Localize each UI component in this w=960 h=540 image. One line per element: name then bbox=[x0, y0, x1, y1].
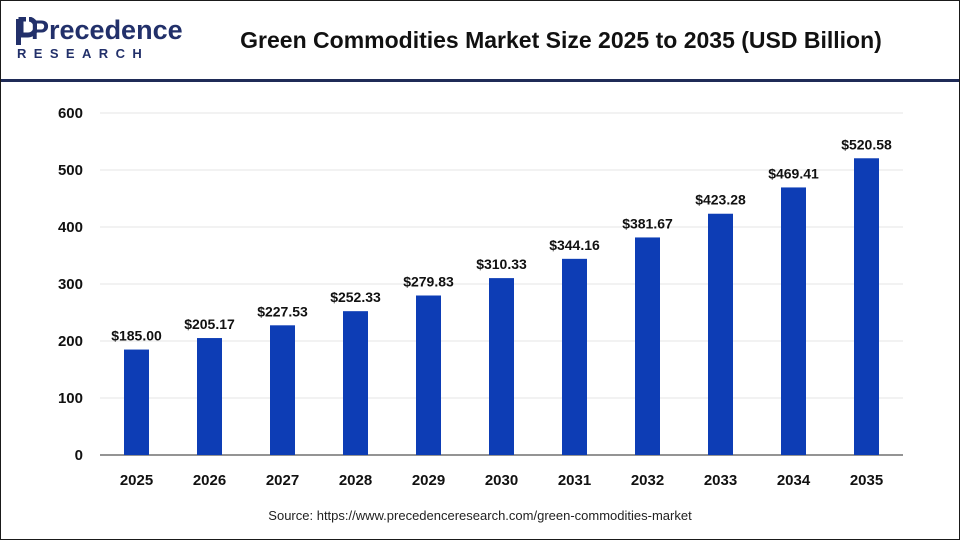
x-tick-label: 2026 bbox=[193, 472, 226, 489]
bar bbox=[270, 325, 295, 455]
data-label: $520.58 bbox=[841, 136, 892, 152]
x-tick-label: 2035 bbox=[850, 472, 883, 489]
data-label: $227.53 bbox=[257, 303, 308, 319]
bar bbox=[416, 295, 441, 455]
header-divider bbox=[1, 79, 959, 82]
data-labels: $185.00 $205.17 $227.53 $252.33 $279.83 $310.… bbox=[111, 136, 892, 343]
data-label: $344.16 bbox=[549, 237, 600, 253]
data-label: $279.83 bbox=[403, 273, 454, 289]
data-label: $205.17 bbox=[184, 316, 235, 332]
x-tick-label: 2031 bbox=[558, 472, 591, 489]
x-tick-label: 2032 bbox=[631, 472, 664, 489]
data-label: $252.33 bbox=[330, 289, 381, 305]
data-label: $469.41 bbox=[768, 165, 819, 181]
chart-title: Green Commodities Market Size 2025 to 20… bbox=[240, 27, 882, 53]
bar bbox=[562, 258, 587, 455]
x-tick-label: 2025 bbox=[120, 472, 153, 489]
bar bbox=[489, 278, 514, 455]
source-note: Source: https://www.precedenceresearch.c… bbox=[268, 508, 692, 523]
y-tick-label: 0 bbox=[75, 447, 83, 464]
bars bbox=[124, 158, 879, 456]
logo-mark-icon bbox=[16, 17, 37, 45]
y-tick-label: 500 bbox=[58, 162, 83, 179]
data-label: $310.33 bbox=[476, 256, 527, 272]
bar bbox=[343, 311, 368, 455]
data-label: $381.67 bbox=[622, 215, 673, 231]
bar bbox=[197, 338, 222, 455]
x-tick-label: 2027 bbox=[266, 472, 299, 489]
y-tick-label: 200 bbox=[58, 333, 83, 350]
header: Precedence RESEARCH Green Commodities Ma… bbox=[1, 1, 959, 79]
bar bbox=[781, 187, 806, 456]
data-label: $423.28 bbox=[695, 192, 746, 208]
y-tick-label: 600 bbox=[58, 105, 83, 122]
bar bbox=[708, 213, 733, 455]
bar bbox=[854, 158, 879, 455]
brand-logo: Precedence RESEARCH bbox=[15, 15, 183, 67]
bar bbox=[124, 349, 149, 455]
x-tick-label: 2028 bbox=[339, 472, 372, 489]
bar bbox=[635, 237, 660, 455]
y-tick-label: 100 bbox=[58, 390, 83, 407]
tick-labels: 0 100 200 300 400 500 600 2025 2026 2027 2028 2029 2… bbox=[58, 105, 883, 489]
x-tick-label: 2034 bbox=[777, 472, 811, 489]
x-tick-label: 2030 bbox=[485, 472, 518, 489]
logo-subtitle: RESEARCH bbox=[17, 46, 150, 61]
y-tick-label: 300 bbox=[58, 276, 83, 293]
y-tick-label: 400 bbox=[58, 219, 83, 236]
logo-wordmark: Precedence bbox=[31, 15, 183, 45]
x-tick-label: 2029 bbox=[412, 472, 445, 489]
data-label: $185.00 bbox=[111, 328, 162, 344]
x-tick-label: 2033 bbox=[704, 472, 737, 489]
